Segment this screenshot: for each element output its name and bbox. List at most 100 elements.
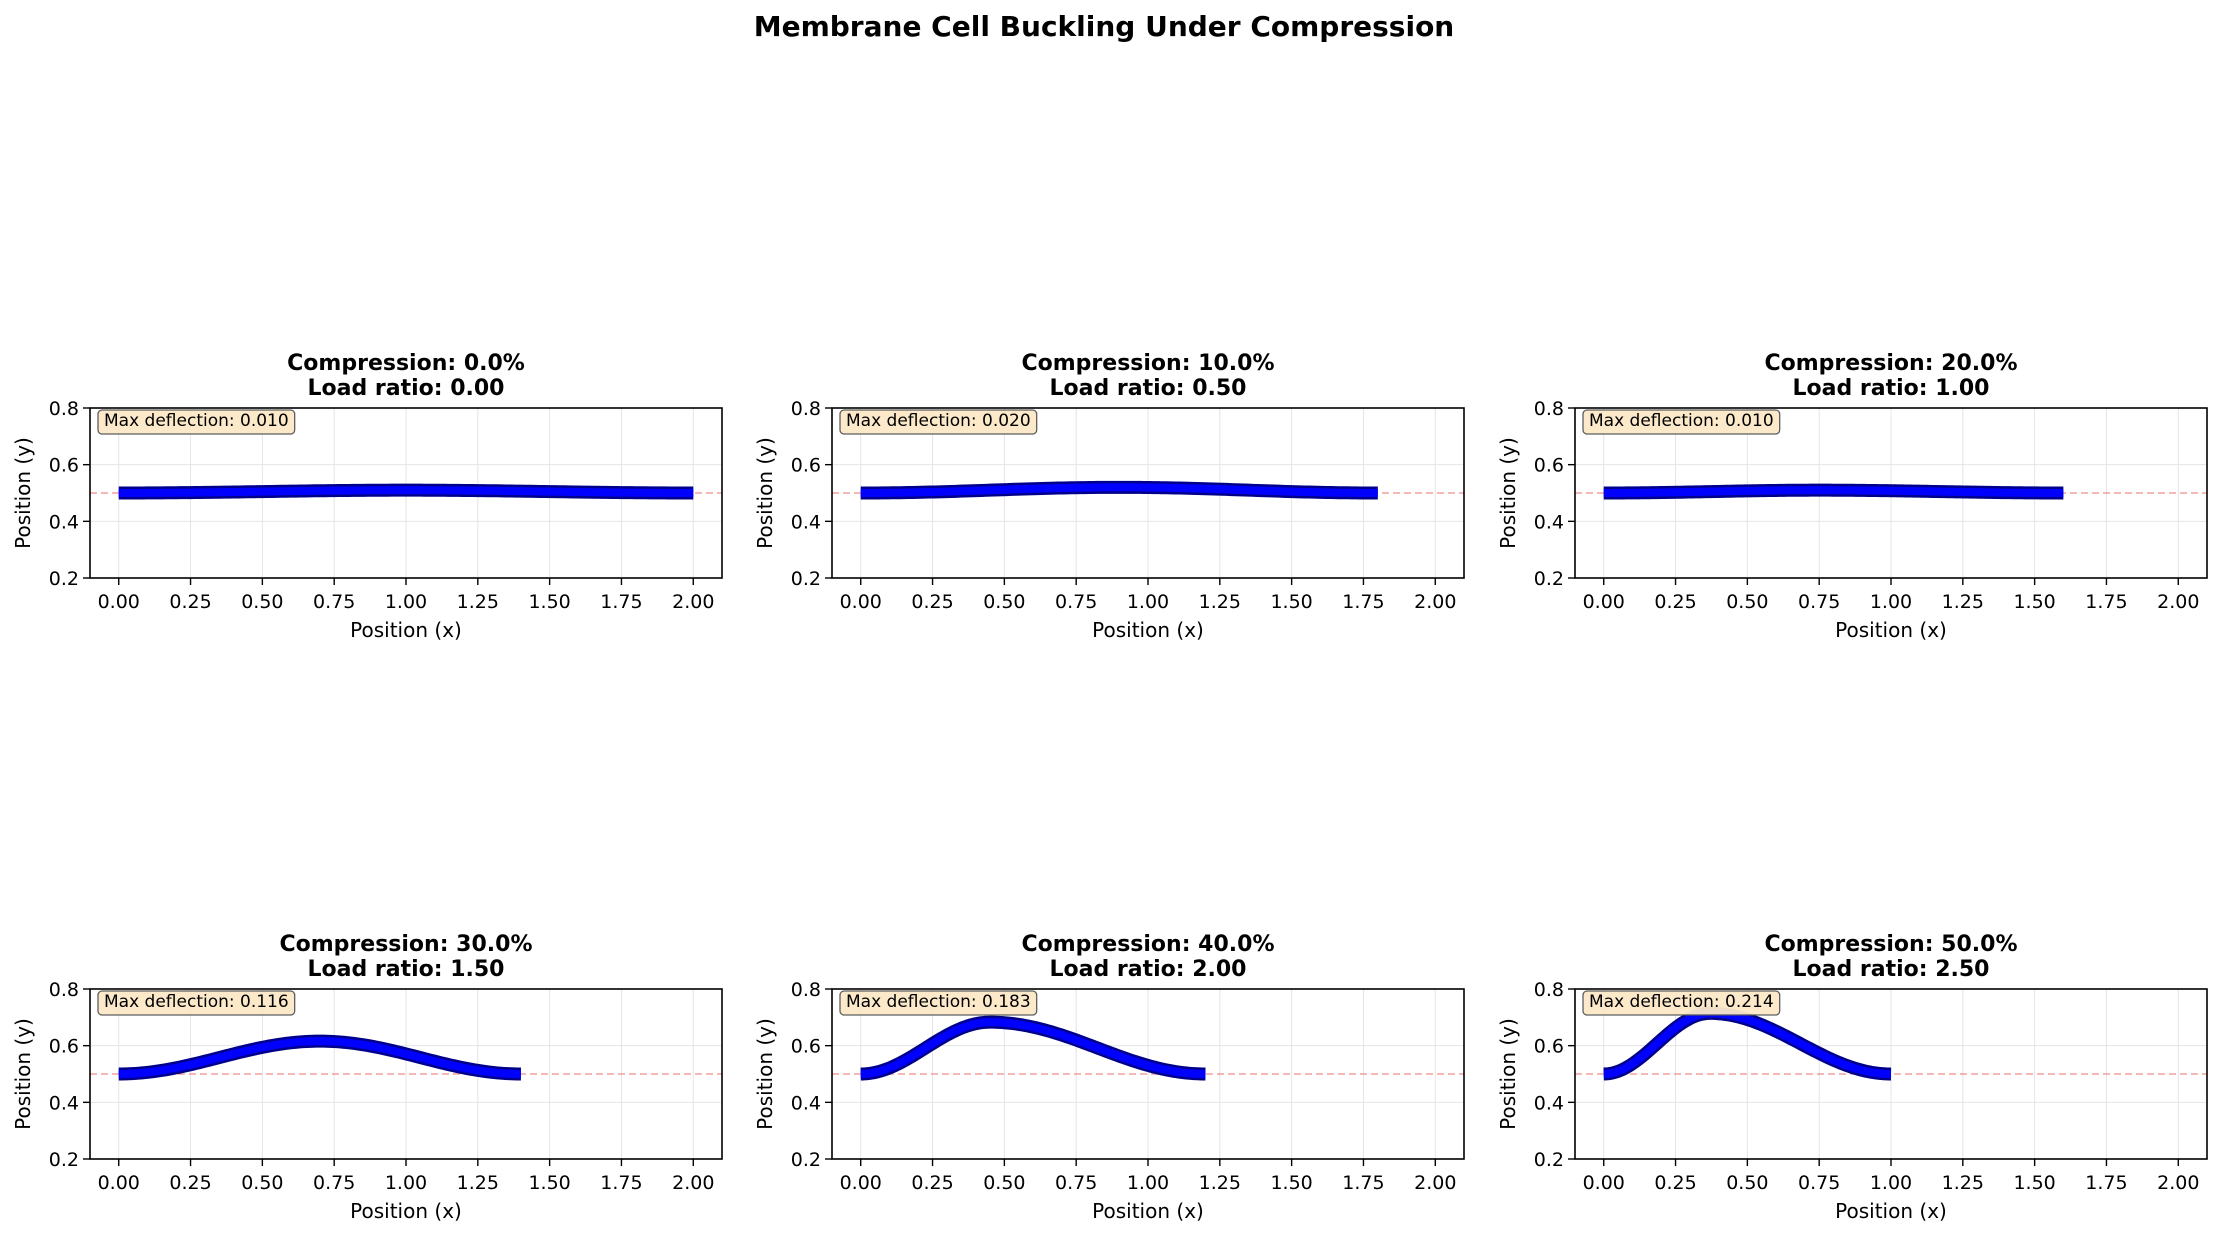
y-tick-label: 0.8 — [49, 979, 79, 1001]
x-axis-label: Position (x) — [1092, 618, 1204, 642]
x-tick-label: 2.00 — [2157, 1172, 2199, 1194]
y-tick-label: 0.6 — [791, 455, 821, 477]
x-tick-label: 1.00 — [1870, 1172, 1912, 1194]
subplot-title-load-ratio: Load ratio: 0.50 — [1050, 376, 1247, 401]
subplot-title-compression: Compression: 30.0% — [280, 932, 533, 957]
y-axis-label: Position (y) — [1496, 1018, 1520, 1130]
x-tick-label: 1.25 — [1942, 1172, 1984, 1194]
x-tick-label: 1.00 — [385, 1172, 427, 1194]
subplot-1: 0.00 0.25 0.50 0.75 1.00 1.25 1.50 1.75 2.00 0.2 0… — [11, 351, 723, 642]
subplot-title-compression: Compression: 0.0% — [287, 351, 525, 376]
subplot-grid: 0.00 0.25 0.50 0.75 1.00 1.25 1.50 1.75 2.00 0.2 0… — [11, 351, 2208, 1223]
y-tick-label: 0.6 — [49, 1036, 79, 1058]
x-tick-label: 1.75 — [600, 1172, 642, 1194]
y-axis-label: Position (y) — [753, 1018, 777, 1130]
y-tick-label: 0.6 — [791, 1036, 821, 1058]
max-deflection-label: Max deflection: 0.214 — [1589, 992, 1774, 1012]
y-tick-label: 0.2 — [791, 568, 821, 590]
x-tick-label: 0.25 — [1654, 591, 1696, 613]
y-tick-label: 0.4 — [791, 1092, 821, 1114]
x-axis-label: Position (x) — [1835, 618, 1947, 642]
x-tick-label: 1.50 — [1270, 591, 1312, 613]
y-tick-label: 0.2 — [1534, 1149, 1564, 1171]
y-tick-label: 0.4 — [1534, 511, 1564, 533]
annotation-box — [1582, 990, 1781, 1016]
x-tick-label: 0.50 — [983, 1172, 1025, 1194]
x-tick-label: 0.00 — [98, 1172, 140, 1194]
x-tick-label: 0.00 — [1583, 591, 1625, 613]
subplot-5: 0.00 0.25 0.50 0.75 1.00 1.25 1.50 1.75 2.00 0.2 0… — [753, 932, 1465, 1223]
x-tick-label: 0.00 — [840, 1172, 882, 1194]
annotation-box — [97, 990, 296, 1016]
y-tick-label: 0.6 — [49, 455, 79, 477]
x-tick-label: 0.25 — [911, 1172, 953, 1194]
subplot-title-compression: Compression: 40.0% — [1022, 932, 1275, 957]
y-tick-label: 0.8 — [1534, 979, 1564, 1001]
x-tick-label: 1.75 — [600, 591, 642, 613]
y-tick-label: 0.4 — [49, 511, 79, 533]
y-tick-label: 0.4 — [49, 1092, 79, 1114]
annotation-box — [1582, 409, 1781, 435]
y-axis-label: Position (y) — [753, 437, 777, 549]
annotation-box — [839, 409, 1038, 435]
x-tick-label: 2.00 — [672, 1172, 714, 1194]
x-axis-label: Position (x) — [1092, 1199, 1204, 1223]
x-tick-label: 1.50 — [2013, 1172, 2055, 1194]
x-tick-label: 1.50 — [528, 591, 570, 613]
x-tick-label: 1.75 — [2085, 591, 2127, 613]
x-tick-label: 1.25 — [1199, 591, 1241, 613]
y-tick-label: 0.2 — [49, 568, 79, 590]
figure-suptitle: Membrane Cell Buckling Under Compression — [754, 10, 1455, 43]
y-tick-label: 0.2 — [49, 1149, 79, 1171]
x-tick-label: 2.00 — [2157, 591, 2199, 613]
subplot-3: 0.00 0.25 0.50 0.75 1.00 1.25 1.50 1.75 2.00 0.2 0… — [1496, 351, 2208, 642]
y-axis-label: Position (y) — [1496, 437, 1520, 549]
membrane-curve — [1603, 486, 2064, 497]
subplot-title-compression: Compression: 50.0% — [1765, 932, 2018, 957]
x-tick-label: 0.00 — [98, 591, 140, 613]
x-tick-label: 0.75 — [1798, 1172, 1840, 1194]
x-tick-label: 1.75 — [1342, 591, 1384, 613]
x-tick-label: 0.00 — [840, 591, 882, 613]
x-tick-label: 1.75 — [1342, 1172, 1384, 1194]
max-deflection-label: Max deflection: 0.183 — [846, 992, 1031, 1012]
membrane-curve — [1602, 1009, 1893, 1078]
x-tick-label: 2.00 — [1414, 1172, 1456, 1194]
x-tick-label: 0.50 — [241, 591, 283, 613]
x-tick-label: 1.00 — [1870, 591, 1912, 613]
x-tick-label: 0.00 — [1583, 1172, 1625, 1194]
membrane-curve — [859, 1018, 1207, 1078]
subplot-title-compression: Compression: 20.0% — [1765, 351, 2018, 376]
x-tick-label: 0.75 — [313, 1172, 355, 1194]
subplot-title-load-ratio: Load ratio: 2.00 — [1050, 957, 1247, 982]
x-tick-label: 1.25 — [1199, 1172, 1241, 1194]
x-axis-label: Position (x) — [1835, 1199, 1947, 1223]
x-axis-label: Position (x) — [350, 1199, 462, 1223]
y-tick-label: 0.8 — [791, 979, 821, 1001]
y-axis-label: Position (y) — [11, 437, 35, 549]
x-tick-label: 0.75 — [1055, 591, 1097, 613]
max-deflection-label: Max deflection: 0.010 — [1589, 411, 1774, 431]
membrane-curve — [860, 483, 1378, 497]
y-tick-label: 0.8 — [1534, 398, 1564, 420]
subplot-title-load-ratio: Load ratio: 1.50 — [308, 957, 505, 982]
x-tick-label: 1.00 — [385, 591, 427, 613]
y-tick-label: 0.4 — [791, 511, 821, 533]
max-deflection-label: Max deflection: 0.116 — [104, 992, 289, 1012]
x-tick-label: 0.75 — [313, 591, 355, 613]
x-tick-label: 0.50 — [1726, 591, 1768, 613]
x-tick-label: 1.00 — [1127, 1172, 1169, 1194]
x-tick-label: 1.75 — [2085, 1172, 2127, 1194]
membrane-curve — [118, 1037, 522, 1078]
max-deflection-label: Max deflection: 0.020 — [846, 411, 1031, 431]
x-tick-label: 1.50 — [2013, 591, 2055, 613]
x-tick-label: 2.00 — [672, 591, 714, 613]
y-tick-label: 0.6 — [1534, 455, 1564, 477]
y-tick-label: 0.4 — [1534, 1092, 1564, 1114]
x-tick-label: 1.50 — [528, 1172, 570, 1194]
x-tick-label: 0.50 — [241, 1172, 283, 1194]
max-deflection-label: Max deflection: 0.010 — [104, 411, 289, 431]
x-tick-label: 0.75 — [1055, 1172, 1097, 1194]
subplot-title-compression: Compression: 10.0% — [1022, 351, 1275, 376]
